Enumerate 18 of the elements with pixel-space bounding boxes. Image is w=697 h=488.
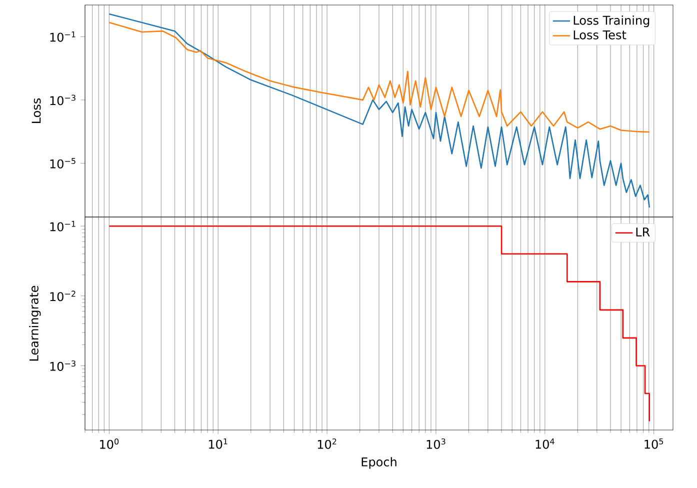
x-tick-label: 10$^{4}$ xyxy=(536,438,554,449)
y-axis-title: Loss xyxy=(32,98,41,123)
x-tick-label: 10$^{2}$ xyxy=(318,438,336,449)
y-tick-label: 10$^{−5}$ xyxy=(50,158,76,168)
y-tick-label: 10$^{−1}$ xyxy=(50,31,76,42)
legend-label: LR xyxy=(636,228,650,236)
y-tick-label: 10$^{−1}$ xyxy=(50,220,76,232)
x-tick-label: 10$^{0}$ xyxy=(100,438,119,449)
x-axis-title: Epoch xyxy=(362,457,396,469)
y-tick-label: 10$^{−3}$ xyxy=(50,360,76,371)
legend-label: Loss Training xyxy=(574,16,650,28)
legend-label: Loss Test xyxy=(574,30,626,40)
y-tick-label: 10$^{−2}$ xyxy=(50,290,76,302)
y-axis-title: Learningrate xyxy=(29,286,41,361)
x-tick-label: 10$^{1}$ xyxy=(208,438,228,449)
y-tick-label: 10$^{−3}$ xyxy=(50,94,76,106)
x-tick-label: 10$^{3}$ xyxy=(426,438,446,449)
x-tick-label: 10$^{5}$ xyxy=(644,438,664,449)
